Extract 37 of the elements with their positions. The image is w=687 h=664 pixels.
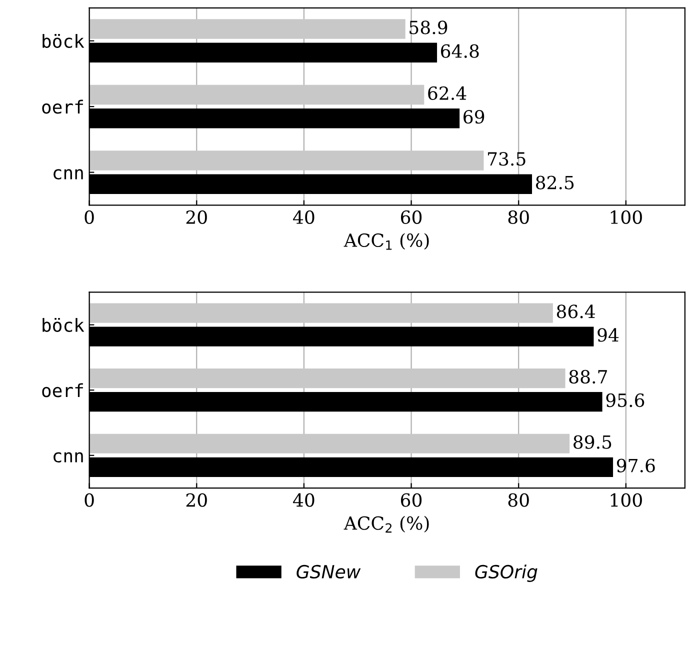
data-label: 82.5 — [536, 176, 574, 190]
x-tick-label: 0 — [84, 210, 94, 224]
x-tick-label: 80 — [508, 210, 529, 224]
x-axis-title: ACC$_{2}$ (%) — [344, 516, 429, 533]
data-label: 86.4 — [556, 304, 596, 318]
x-tick-label: 20 — [186, 210, 207, 224]
data-label: 94 — [598, 328, 619, 342]
data-label: 69 — [464, 110, 484, 124]
data-label: 95.6 — [606, 393, 644, 408]
legend-label: GSNew — [296, 564, 361, 579]
bar — [89, 84, 424, 105]
x-tick-label: 80 — [508, 493, 529, 507]
y-tick-label: oerf — [42, 100, 83, 114]
y-tick-label: böck — [42, 318, 84, 332]
data-label: 58.9 — [410, 20, 448, 34]
data-label: 89.5 — [574, 435, 612, 449]
x-tick-label: 40 — [293, 493, 314, 507]
bar — [89, 150, 484, 170]
x-tick-label: 60 — [400, 210, 422, 224]
x-axis-title: ACC$_{1}$ (%) — [344, 233, 429, 250]
data-label: 62.4 — [428, 86, 466, 100]
data-label: 97.6 — [616, 458, 655, 472]
data-label: 64.8 — [441, 44, 479, 58]
x-tick-label: 100 — [610, 210, 642, 224]
x-tick-label: 100 — [610, 493, 642, 507]
y-tick-label: cnn — [54, 169, 83, 180]
x-tick-label: 0 — [84, 493, 94, 507]
x-tick-label: 40 — [293, 210, 314, 224]
bar — [89, 19, 406, 39]
data-label: 73.5 — [488, 152, 526, 166]
y-tick-label: böck — [42, 34, 84, 48]
legend-label: GSOrig — [475, 564, 538, 582]
data-label: 88.7 — [569, 370, 607, 384]
y-tick-label: oerf — [42, 383, 83, 398]
y-tick-label: cnn — [54, 452, 83, 463]
x-tick-label: 60 — [400, 493, 422, 507]
x-tick-label: 20 — [186, 493, 207, 507]
